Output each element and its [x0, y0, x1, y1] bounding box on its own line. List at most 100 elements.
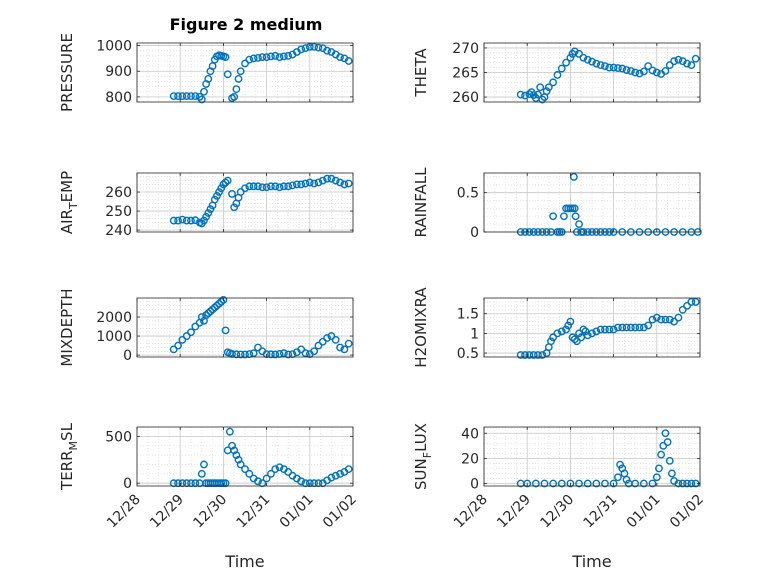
data-point: [525, 90, 534, 99]
data-point: [683, 301, 691, 310]
data-point: [182, 216, 191, 225]
data-point: [219, 180, 228, 189]
y-tick-label: 800: [105, 90, 132, 106]
data-point: [336, 178, 344, 187]
data-point: [223, 176, 232, 185]
data-point: [297, 345, 306, 354]
data-point: [331, 335, 340, 344]
figure-title: Figure 2 medium: [170, 15, 323, 34]
axes-box: [136, 172, 354, 233]
data-point: [267, 182, 275, 191]
data-point: [575, 479, 583, 488]
data-point: [553, 71, 562, 79]
data-point: [187, 328, 195, 337]
data-point: [221, 326, 230, 335]
data-point: [202, 212, 211, 221]
data-point: [601, 479, 609, 488]
data-point: [592, 59, 601, 68]
plot-area: [137, 173, 353, 232]
data-point: [557, 327, 566, 336]
data-point: [204, 209, 213, 217]
x-tick-label: 01/02: [320, 492, 360, 532]
data-point: [648, 66, 657, 75]
data-point: [323, 174, 331, 183]
data-point: [691, 54, 700, 63]
data-point: [202, 311, 211, 320]
data-point: [674, 313, 683, 322]
data-point: [549, 333, 558, 342]
data-point: [588, 57, 596, 66]
data-point: [225, 427, 234, 436]
y-tick-label: 1000: [96, 39, 132, 55]
data-point: [547, 337, 555, 346]
data-point: [197, 469, 206, 478]
data-point: [230, 203, 239, 212]
data-point: [678, 479, 687, 488]
data-point: [665, 456, 674, 465]
data-point: [200, 460, 208, 469]
data-point: [245, 469, 254, 478]
data-point: [210, 195, 219, 204]
data-point: [249, 54, 258, 63]
y-axis-label: H2OMIXRA: [412, 287, 430, 368]
x-tick-label: 12/31: [581, 492, 621, 532]
data-point: [228, 190, 236, 198]
data-point: [262, 53, 271, 62]
subplot-rainfall: 0 0.5 RAINFALL: [412, 167, 702, 241]
data-point: [234, 455, 243, 464]
data-point: [301, 44, 310, 53]
data-point: [232, 350, 241, 359]
data-point: [314, 341, 323, 350]
data-point: [583, 55, 592, 64]
data-point: [655, 464, 663, 473]
data-point: [626, 323, 635, 332]
data-point: [271, 51, 280, 60]
data-point: [267, 350, 275, 359]
data-point: [549, 479, 558, 488]
data-point: [331, 176, 340, 185]
data-point: [631, 68, 640, 77]
x-tick-label: 12/28: [451, 492, 491, 532]
data-point: [687, 479, 696, 488]
data-point: [588, 329, 596, 338]
y-tick-label: 260: [452, 90, 479, 106]
axes-box: [136, 42, 354, 103]
data-point: [323, 46, 331, 55]
data-point: [340, 180, 349, 189]
data-point: [553, 329, 562, 338]
data-point: [310, 42, 319, 51]
data-point: [241, 465, 249, 474]
y-tick-label: 265: [452, 66, 479, 82]
x-axis-label: Time: [571, 552, 611, 571]
x-tick-label: 12/29: [147, 492, 187, 532]
data-point: [187, 216, 195, 225]
x-tick-label: 12/30: [190, 492, 230, 532]
data-point: [301, 179, 310, 188]
data-point: [215, 299, 223, 308]
data-point: [564, 321, 573, 330]
data-point: [249, 349, 258, 358]
x-tick-label: 12/31: [234, 492, 274, 532]
data-series: [516, 298, 700, 359]
x-tick-label: 12/28: [104, 492, 144, 532]
x-axis-label: Time: [224, 552, 264, 571]
data-point: [262, 474, 271, 483]
plot-area: [484, 173, 700, 232]
data-point: [618, 64, 627, 73]
data-point: [187, 92, 195, 101]
data-point: [609, 63, 618, 72]
data-point: [336, 53, 344, 62]
y-tick-label: 0.5: [457, 186, 479, 202]
data-point: [344, 465, 353, 474]
data-point: [523, 479, 532, 488]
y-axis-label: MIXDEPTH: [58, 288, 76, 366]
subplot-mixdepth: 0 1000 2000 MIXDEPTH: [58, 288, 354, 367]
data-point: [549, 212, 558, 221]
axes-box: [483, 297, 701, 358]
data-point: [652, 68, 661, 77]
data-point: [569, 173, 578, 181]
data-point: [191, 216, 200, 225]
y-axis-label: TERRMSL: [58, 422, 80, 491]
data-point: [614, 323, 622, 332]
